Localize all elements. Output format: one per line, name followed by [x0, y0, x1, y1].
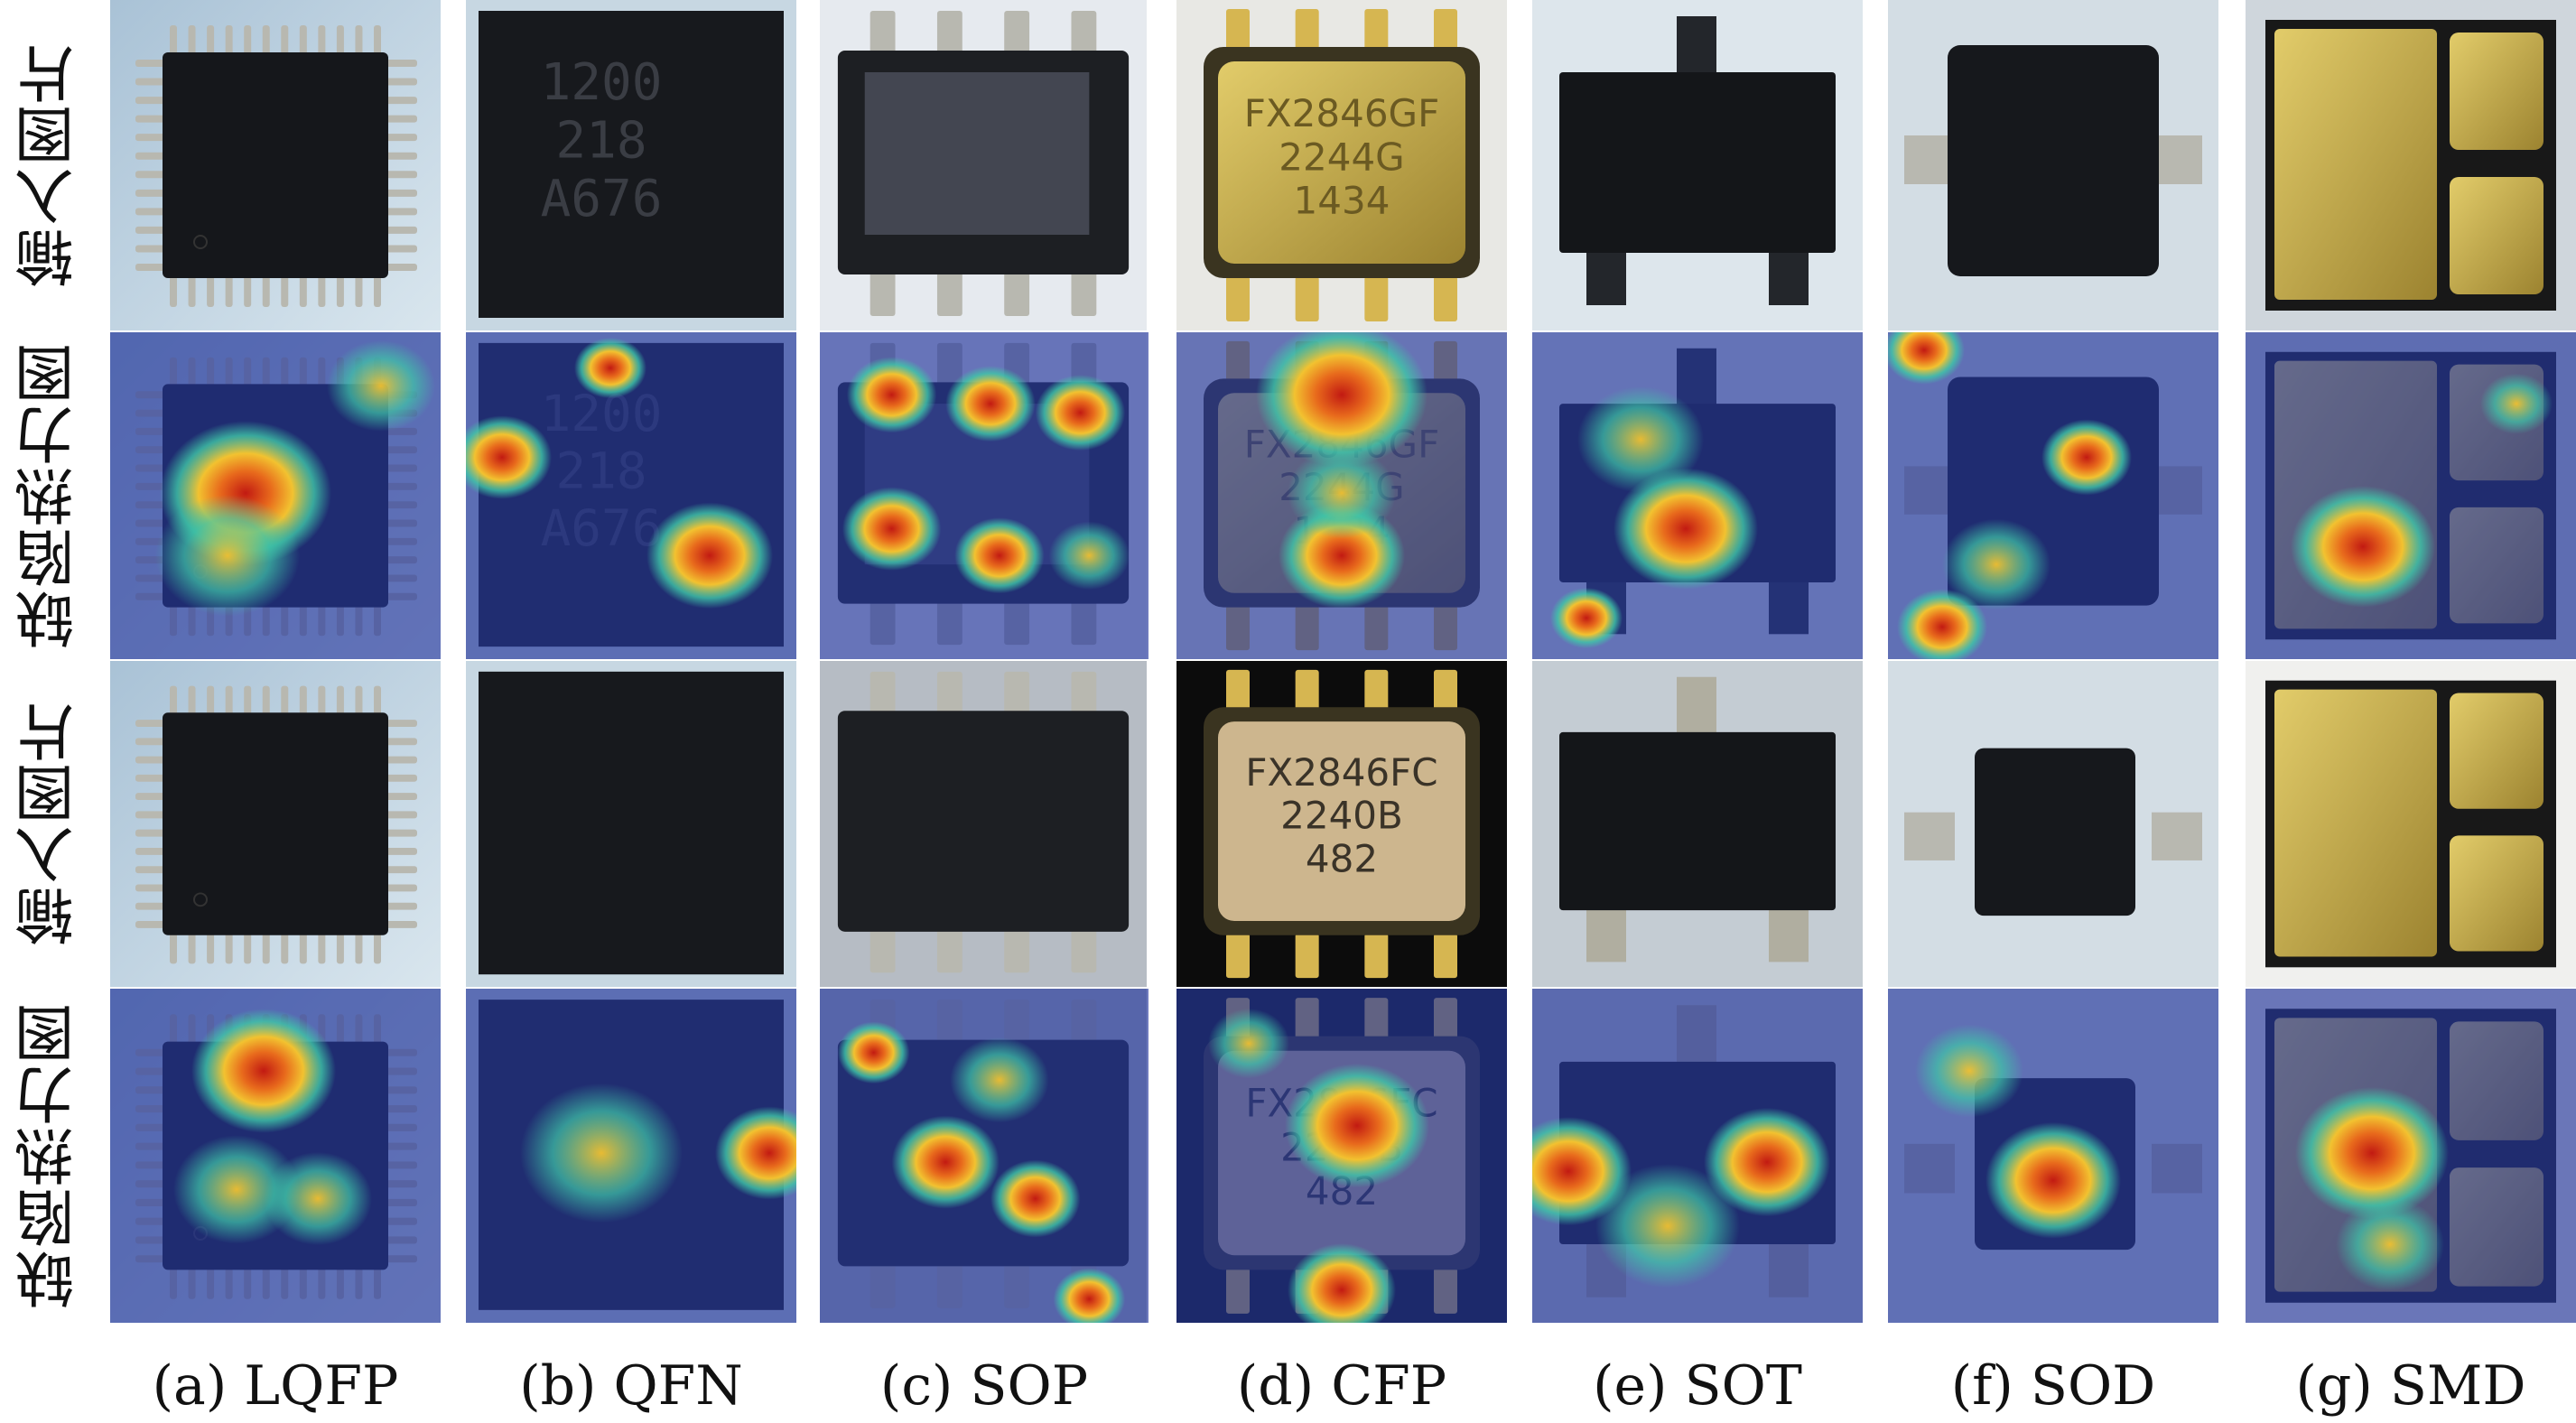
- svg-text:2244G: 2244G: [1279, 135, 1404, 179]
- sop-heatmap-2: [820, 989, 1149, 1323]
- sod-heatmap-2: [1888, 989, 2218, 1323]
- row-label-3: 输入图片: [14, 701, 84, 947]
- caption-lqfp: (a) LQFP: [152, 1354, 399, 1418]
- svg-text:1200: 1200: [541, 53, 663, 112]
- sod-input-image-1: [1888, 0, 2218, 330]
- row-label-2: 缺陷热力图: [14, 342, 84, 649]
- sop-input-image-2: [820, 661, 1149, 987]
- sot-heatmap-1: [1532, 332, 1863, 659]
- lqfp-input-image-2: [110, 661, 441, 987]
- svg-text:2240B: 2240B: [1280, 794, 1403, 838]
- smd-input-image-2: [2246, 661, 2576, 987]
- cfp-input-image-1: FX2846GF 2244G 1434: [1176, 0, 1507, 330]
- caption-cfp: (d) CFP: [1236, 1354, 1447, 1418]
- lqfp-input-image-1: [110, 0, 441, 330]
- caption-sop: (c) SOP: [879, 1354, 1089, 1418]
- row-label-4: 缺陷热力图: [14, 1002, 84, 1309]
- smd-input-image-1: [2246, 0, 2576, 330]
- smd-heatmap-1: [2246, 332, 2576, 659]
- smd-heatmap-2: [2246, 989, 2576, 1323]
- svg-text:A676: A676: [541, 170, 663, 228]
- svg-text:218: 218: [555, 111, 646, 170]
- row-label-1: 输入图片: [14, 42, 84, 288]
- sot-heatmap-2: [1532, 989, 1863, 1323]
- svg-text:482: 482: [1306, 837, 1378, 881]
- qfn-input-image-1: 1200 218 A676: [466, 0, 796, 330]
- svg-text:1434: 1434: [1294, 179, 1390, 223]
- sop-input-image-1: [820, 0, 1149, 330]
- lqfp-heatmap-2: [110, 989, 441, 1323]
- sop-heatmap-1: [820, 332, 1149, 659]
- sod-input-image-2: [1888, 661, 2218, 987]
- sot-input-image-1: [1532, 0, 1863, 330]
- cfp-input-image-2: FX2846FC 2240B 482: [1176, 661, 1507, 987]
- qfn-heatmap-2: [466, 989, 796, 1323]
- sod-heatmap-1: [1888, 332, 2218, 659]
- svg-text:FX2846FC: FX2846FC: [1245, 750, 1437, 795]
- caption-smd: (g) SMD: [2295, 1354, 2526, 1418]
- sot-input-image-2: [1532, 661, 1863, 987]
- caption-sod: (f) SOD: [1950, 1354, 2156, 1418]
- svg-text:FX2846GF: FX2846GF: [1244, 91, 1440, 135]
- lqfp-heatmap-1: [110, 332, 441, 659]
- qfn-input-image-2: [466, 661, 796, 987]
- caption-sot: (e) SOT: [1593, 1354, 1802, 1418]
- caption-qfn: (b) QFN: [519, 1354, 743, 1418]
